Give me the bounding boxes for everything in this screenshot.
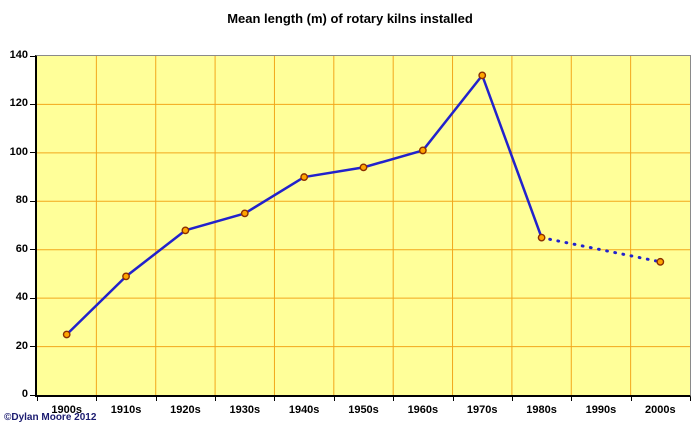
y-axis-tick <box>30 346 35 348</box>
y-axis-tick-label: 140 <box>9 49 28 61</box>
x-axis-tick-label: 1990s <box>585 404 617 416</box>
x-axis-tick-label: 1900s <box>51 404 82 416</box>
plot-area <box>35 55 691 397</box>
copyright-text: ©Dylan Moore 2012 <box>4 412 97 423</box>
x-axis-tick-label: 1960s <box>407 404 439 416</box>
y-axis-tick <box>30 152 35 154</box>
y-axis-tick-label: 120 <box>9 97 28 110</box>
data-point-marker <box>240 209 249 218</box>
x-axis-tick <box>274 397 276 401</box>
x-axis-tick <box>452 397 454 401</box>
data-point-marker <box>181 226 190 235</box>
data-point-marker <box>656 257 665 266</box>
y-axis-tick-label: 100 <box>9 145 28 158</box>
y-axis-tick <box>30 249 35 251</box>
x-axis-tick <box>37 397 38 401</box>
y-axis-tick <box>30 200 35 202</box>
data-point-marker <box>537 233 546 242</box>
y-axis-tick-label: 80 <box>15 194 28 207</box>
x-axis-tick-label: 1970s <box>466 404 498 416</box>
y-axis-tick <box>30 55 35 57</box>
y-axis-tick <box>30 103 35 105</box>
data-point-marker <box>418 146 427 155</box>
x-axis-tick-label: 1980s <box>526 404 557 416</box>
x-axis-tick <box>96 397 98 401</box>
y-axis-tick <box>30 297 35 299</box>
y-axis-tick-label: 60 <box>15 242 28 255</box>
x-axis-tick <box>511 397 513 401</box>
data-point-marker <box>122 272 130 281</box>
y-axis-tick-label: 20 <box>15 339 28 352</box>
y-axis-tick <box>30 394 35 396</box>
series-line-dotted <box>540 236 662 264</box>
data-point-marker <box>300 173 309 181</box>
plot-background <box>37 56 690 395</box>
x-axis-tick <box>155 397 157 401</box>
chart-title: Mean length (m) of rotary kilns installe… <box>227 11 473 26</box>
data-point-marker <box>62 330 71 339</box>
x-axis-tick <box>215 397 217 401</box>
x-axis-tick-label: 1950s <box>348 404 379 416</box>
x-axis-tick <box>333 397 335 401</box>
x-axis-tick-label: 1910s <box>110 404 142 416</box>
x-axis-tick-label: 1920s <box>170 404 201 416</box>
data-point-marker <box>478 71 487 80</box>
x-axis-tick <box>630 397 632 401</box>
x-axis-tick-label: 1930s <box>229 404 261 416</box>
y-axis-tick-label: 0 <box>21 388 28 400</box>
line-plot-canvas <box>37 56 690 395</box>
x-axis-tick <box>690 397 691 401</box>
y-axis-tick-label: 40 <box>15 291 28 304</box>
x-axis-tick <box>393 397 395 401</box>
x-axis-tick-label: 1940s <box>288 404 320 416</box>
x-axis-tick <box>571 397 573 401</box>
data-point-marker <box>359 163 368 172</box>
x-axis-tick-label: 2000s <box>645 404 676 416</box>
